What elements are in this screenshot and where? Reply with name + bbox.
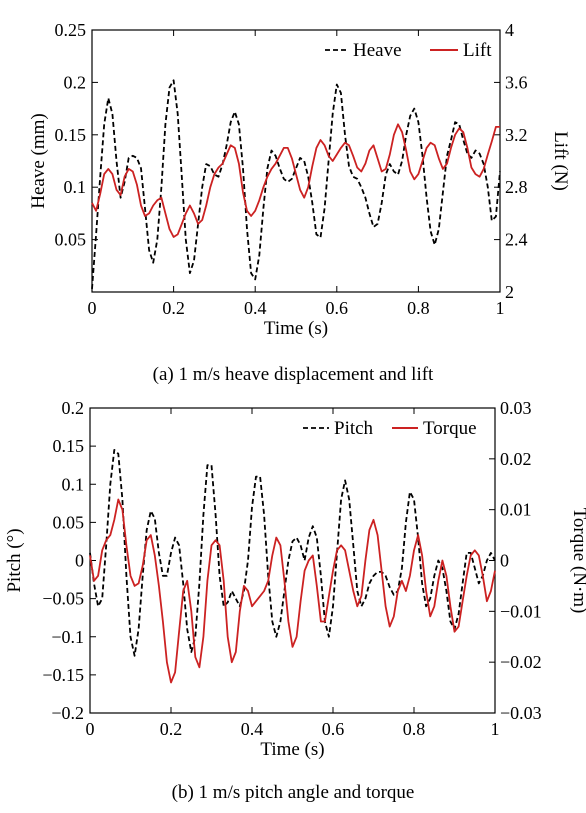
- x-tick-label: 0.2: [162, 298, 185, 318]
- y-right-tick-label: −0.02: [500, 652, 542, 672]
- y-right-tick-label: 0.02: [500, 449, 532, 469]
- legend-label-torque: Torque: [423, 418, 477, 439]
- x-tick-label: 0.8: [407, 298, 430, 318]
- y-left-tick-label: 0.05: [53, 512, 85, 532]
- y-left-axis-label: Pitch (°): [4, 528, 25, 592]
- x-tick-label: 0.8: [403, 719, 426, 739]
- x-axis-label: Time (s): [260, 739, 324, 760]
- y-left-tick-label: 0: [75, 551, 84, 571]
- y-left-tick-label: −0.15: [42, 665, 84, 685]
- legend-label-lift: Lift: [463, 40, 492, 61]
- x-tick-label: 0.6: [326, 298, 349, 318]
- x-tick-label: 0.6: [322, 719, 345, 739]
- series-line-torque: [89, 498, 496, 684]
- y-right-tick-label: 3.2: [505, 125, 528, 145]
- y-left-tick-label: 0.2: [62, 398, 85, 418]
- figure-caption: (a) 1 m/s heave displacement and lift: [153, 364, 434, 385]
- y-left-tick-label: 0.1: [64, 177, 87, 197]
- y-right-axis-label: Lift (N): [550, 131, 571, 191]
- x-axis-label: Time (s): [264, 318, 328, 339]
- y-left-tick-label: −0.05: [42, 589, 84, 609]
- x-tick-label: 0: [88, 298, 97, 318]
- y-right-tick-label: 0.03: [500, 398, 532, 418]
- y-left-tick-label: −0.1: [51, 627, 84, 647]
- plot-frame: [89, 407, 496, 714]
- y-right-tick-label: 0.01: [500, 500, 532, 520]
- y-right-tick-label: 2: [505, 282, 514, 302]
- y-right-tick-label: 0: [500, 551, 509, 571]
- y-left-tick-label: −0.2: [51, 703, 84, 723]
- y-left-tick-label: 0.15: [53, 436, 85, 456]
- series-line-heave: [91, 79, 501, 289]
- series-line-lift: [91, 123, 500, 238]
- x-tick-label: 0.4: [241, 719, 264, 739]
- y-right-tick-label: 4: [505, 20, 514, 40]
- y-right-tick-label: 2.8: [505, 177, 528, 197]
- x-tick-label: 0: [86, 719, 95, 739]
- x-tick-label: 0.4: [244, 298, 267, 318]
- x-tick-label: 1: [496, 298, 505, 318]
- legend-label-pitch: Pitch: [334, 418, 374, 439]
- y-right-tick-label: 2.4: [505, 230, 528, 250]
- chart-b: 0 0.2 0.4 0.6 0.8 1 −0.2 −0.15 −0.1 −0.05 0 0.05 0.1…: [4, 398, 586, 803]
- y-left-axis-label: Heave (mm): [28, 113, 49, 208]
- y-left-tick-label: 0.25: [55, 20, 87, 40]
- series-line-pitch: [89, 448, 496, 657]
- plot-frame: [91, 29, 501, 293]
- y-right-axis-label: Torque (N·m): [569, 508, 586, 614]
- chart-a: 0 0.2 0.4 0.6 0.8 1 0.05 0.1 0.15 0.2 0.25 2 2.4 2.8 3…: [28, 20, 571, 385]
- y-right-tick-label: 3.6: [505, 72, 528, 92]
- y-right-tick-label: −0.01: [500, 601, 542, 621]
- x-tick-label: 0.2: [160, 719, 183, 739]
- y-left-tick-label: 0.2: [64, 72, 87, 92]
- y-left-tick-label: 0.05: [55, 230, 87, 250]
- y-right-tick-label: −0.03: [500, 703, 542, 723]
- y-left-tick-label: 0.1: [62, 474, 85, 494]
- x-tick-label: 1: [491, 719, 500, 739]
- legend-label-heave: Heave: [353, 40, 402, 61]
- figure-caption: (b) 1 m/s pitch angle and torque: [172, 782, 415, 803]
- y-left-tick-label: 0.15: [55, 125, 87, 145]
